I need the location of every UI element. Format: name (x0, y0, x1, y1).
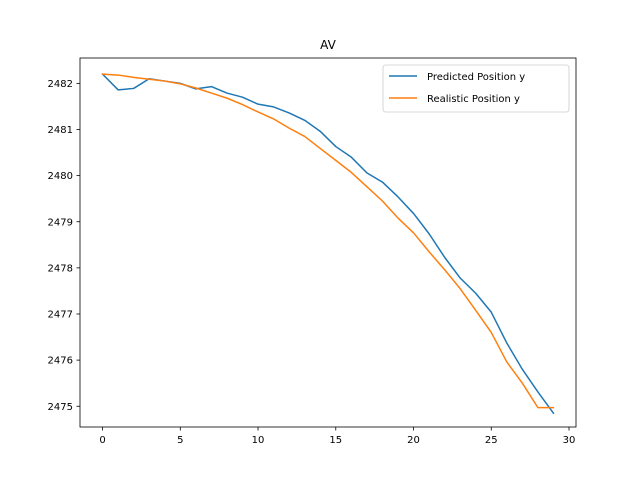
series-line-2 (101, 73, 555, 409)
chart-title: AV (320, 38, 336, 52)
axes-frame (79, 57, 577, 428)
legend-box (382, 64, 570, 113)
legend-label-2: Realistic Position y (427, 94, 520, 105)
y-tick-label-6: 2481 (48, 125, 73, 136)
plot-area (101, 73, 555, 415)
x-tick-label-6: 30 (563, 435, 576, 446)
x-tick-label-0: 0 (99, 435, 105, 446)
y-tick-label-2: 2477 (48, 310, 73, 321)
x-tick-label-2: 10 (252, 435, 265, 446)
x-tick-label-1: 5 (177, 435, 183, 446)
x-tick-label-4: 20 (407, 435, 420, 446)
y-tick-label-4: 2479 (48, 217, 73, 228)
y-tick-label-1: 2476 (48, 356, 73, 367)
y-tick-label-7: 2482 (48, 79, 73, 90)
axes: 0 5 10 15 20 25 30 2475 2476 2477 2478 2479 2480 2481… (48, 57, 577, 446)
legend-label-1: Predicted Position y (427, 72, 525, 83)
x-tick-label-5: 25 (485, 435, 498, 446)
y-tick-label-5: 2480 (48, 171, 73, 182)
legend: Predicted Position y Realistic Position y (382, 64, 570, 113)
y-tick-label-3: 2478 (48, 263, 73, 274)
x-tick-label-3: 15 (329, 435, 342, 446)
y-tick-label-0: 2475 (48, 402, 73, 413)
